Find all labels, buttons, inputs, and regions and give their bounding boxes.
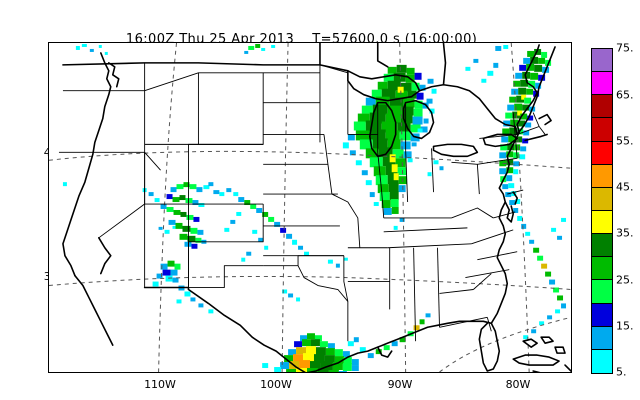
colorbar-band-13	[592, 349, 612, 373]
colorbar-band-10	[592, 280, 612, 304]
colorbar-band-3	[592, 118, 612, 142]
colorbar-tick-1: 65.	[616, 88, 634, 102]
colorbar-band-6	[592, 187, 612, 211]
colorbar-tick-4: 35.	[616, 226, 634, 240]
colorbar-tick-5: 25.	[616, 273, 634, 287]
echo-northern-plains	[244, 43, 276, 54]
x-tick-text: 80W	[505, 378, 531, 391]
colorbar-band-11	[592, 303, 612, 327]
x-axis-tick-label-80w: 80W	[506, 378, 531, 391]
colorbar-tick-7: 5.	[616, 365, 627, 379]
colorbar-tick-3: 45.	[616, 180, 634, 194]
colorbar-band-2	[592, 95, 612, 119]
gridline-110w	[158, 43, 178, 372]
coastline-and-borders	[62, 43, 571, 372]
echo-central-plains	[282, 257, 348, 302]
colorbar-band-1	[592, 72, 612, 96]
colorbar-band-12	[592, 326, 612, 350]
echo-ohio-valley	[393, 160, 444, 230]
radar-reflectivity-layer	[62, 43, 567, 372]
colorbar-band-8	[592, 234, 612, 258]
gridline-100w	[281, 43, 289, 372]
echo-pacific-northwest	[62, 43, 176, 234]
colorbar-band-5	[592, 164, 612, 188]
lat-lon-grid	[49, 43, 571, 372]
colorbar-band-0	[592, 49, 612, 73]
state-boundaries	[58, 62, 546, 342]
map-canvas	[49, 43, 571, 372]
colorbar-band-7	[592, 210, 612, 235]
x-axis-tick-label-100w: 100W	[260, 378, 292, 391]
map-plot-area	[48, 42, 572, 373]
gridline-lower	[439, 316, 571, 372]
echo-southern-rockies	[142, 182, 310, 262]
x-axis-tick-label-90w: 90W	[388, 378, 413, 391]
gridline-40n	[49, 150, 571, 169]
colorbar-tick-2: 55.	[616, 134, 634, 148]
echo-east-coast	[465, 44, 567, 340]
x-tick-text: 90W	[387, 378, 413, 391]
colorbar-tick-0: 75.	[616, 41, 634, 55]
x-axis-tick-label-110w: 110W	[144, 378, 176, 391]
colorbar-band-4	[592, 141, 612, 165]
gridline-30n	[49, 275, 571, 290]
echo-gulf-coast	[262, 313, 431, 372]
x-tick-text: 100W	[260, 378, 292, 391]
colorbar-band-9	[592, 257, 612, 281]
echo-great-lakes	[342, 64, 437, 215]
colorbar-tick-6: 15.	[616, 319, 634, 333]
gridline-80w	[510, 43, 530, 372]
x-tick-text: 110W	[144, 378, 176, 391]
colorbar	[591, 48, 613, 374]
